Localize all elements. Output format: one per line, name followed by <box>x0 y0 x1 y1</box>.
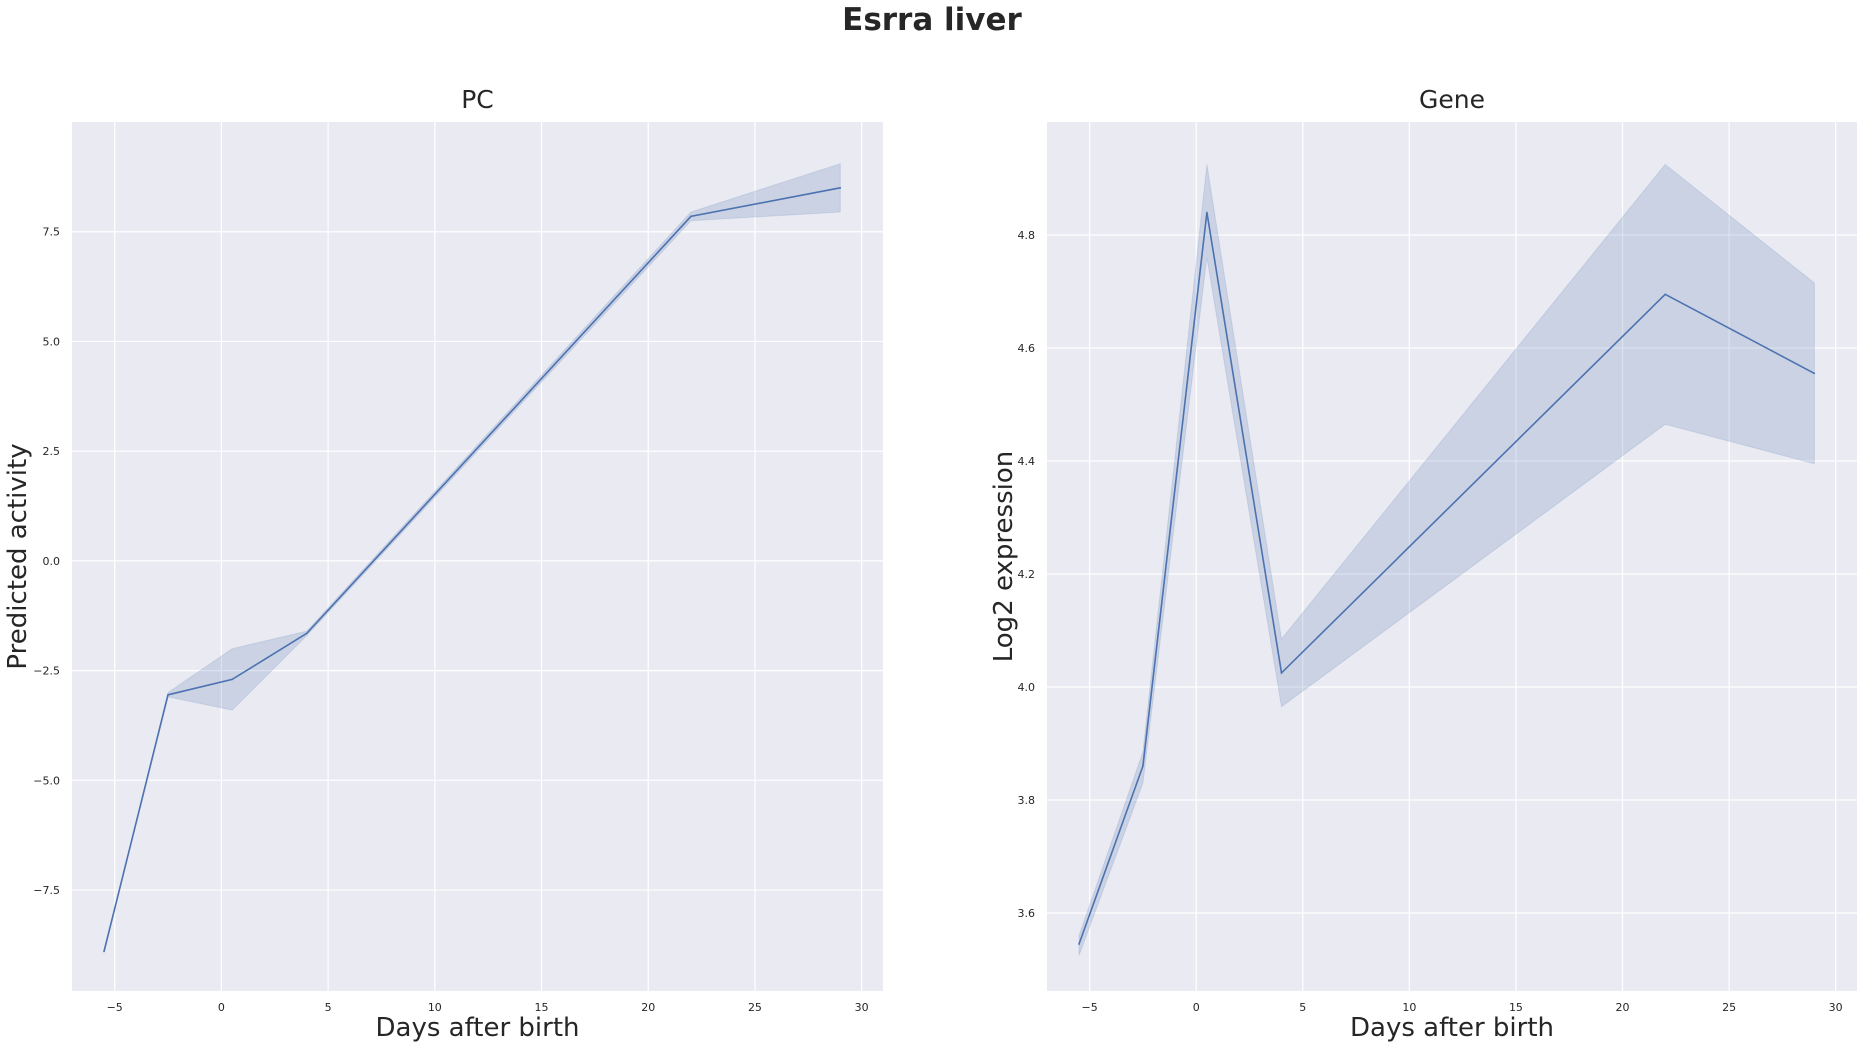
subplot-title: Gene <box>1419 85 1485 114</box>
x-tick-label: 30 <box>1829 1001 1843 1014</box>
y-tick-label: 3.8 <box>1018 794 1036 807</box>
data-point <box>839 187 842 189</box>
y-axis-label: Predicted activity <box>3 443 33 669</box>
data-point <box>1078 943 1080 945</box>
data-point <box>1664 293 1666 296</box>
y-tick-label: 0.0 <box>43 555 61 568</box>
x-tick-label: 10 <box>1402 1001 1416 1014</box>
x-axis-label: Days after birth <box>375 1013 579 1043</box>
x-tick-label: 20 <box>1616 1001 1630 1014</box>
plot-area <box>72 122 883 991</box>
confidence-band <box>1078 163 1815 956</box>
x-tick-label: 20 <box>641 1001 655 1014</box>
data-point <box>1142 765 1144 767</box>
y-tick-label: 4.6 <box>1018 342 1036 355</box>
y-tick-label: 4.2 <box>1018 568 1036 581</box>
y-tick-label: 4.0 <box>1018 681 1036 694</box>
x-tick-label: 15 <box>1509 1001 1523 1014</box>
data-point <box>1206 211 1208 214</box>
y-tick-label: −5.0 <box>33 774 60 787</box>
data-point <box>305 632 308 635</box>
data-point <box>1813 372 1816 375</box>
subplot-1: −5 0 5 10 15 20 25 30 3.6 3.8 4.0 4.2 4.4 4.6 4.8 Gene D… <box>989 85 1857 1043</box>
x-tick-label: 25 <box>748 1001 762 1014</box>
data-point <box>167 693 169 696</box>
x-tick-label: 15 <box>535 1001 549 1014</box>
data-point <box>1280 672 1283 674</box>
x-tick-label: −5 <box>107 1001 123 1014</box>
subplot-title: PC <box>461 85 494 114</box>
x-tick-label: 5 <box>1299 1001 1306 1014</box>
y-tick-label: −7.5 <box>33 884 60 897</box>
y-tick-label: −2.5 <box>33 665 60 678</box>
series-line <box>1078 212 1815 945</box>
y-tick-label: 4.4 <box>1018 455 1036 468</box>
data-point <box>231 678 233 681</box>
x-axis-label: Days after birth <box>1350 1013 1554 1043</box>
y-tick-label: 5.0 <box>43 335 61 348</box>
subplot-0: −5 0 5 10 15 20 25 30 −7.5 −5.0 −2.5 0.0 2.5 5.0 7.5 PC… <box>3 85 883 1043</box>
x-tick-label: 30 <box>855 1001 869 1014</box>
x-tick-label: 5 <box>325 1001 332 1014</box>
data-point <box>103 950 105 953</box>
y-tick-label: 2.5 <box>43 445 61 458</box>
y-tick-label: 4.8 <box>1018 229 1036 242</box>
data-point <box>690 215 692 218</box>
figure-title: Esrra liver <box>842 2 1022 38</box>
y-axis-label: Log2 expression <box>989 451 1019 663</box>
x-tick-label: 25 <box>1722 1001 1736 1014</box>
series-line <box>103 187 841 952</box>
x-tick-label: 0 <box>1193 1001 1200 1014</box>
y-tick-label: 3.6 <box>1018 907 1036 920</box>
y-tick-label: 7.5 <box>43 226 61 239</box>
plot-area <box>1047 122 1857 991</box>
x-tick-label: 0 <box>218 1001 225 1014</box>
x-tick-label: 10 <box>428 1001 442 1014</box>
x-tick-label: −5 <box>1082 1001 1098 1014</box>
